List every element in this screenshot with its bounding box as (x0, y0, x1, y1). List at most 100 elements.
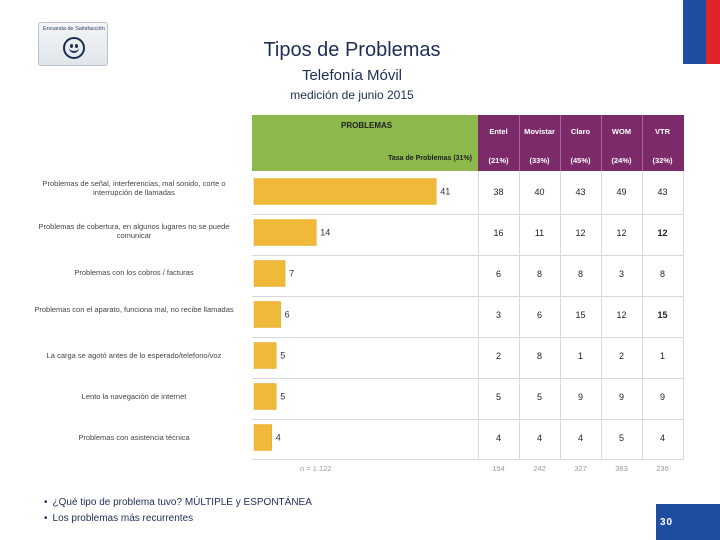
value-cell-movistar-5: 5 (536, 392, 542, 402)
value-cell-wom-2: 3 (618, 269, 624, 279)
column-divider (560, 171, 561, 459)
company-name-entel: Entel (489, 127, 508, 136)
value-cell-entel-4: 2 (495, 351, 501, 361)
note-item: • Los problemas más recurrentes (44, 513, 194, 524)
company-rate-vtr: (32%) (652, 156, 673, 165)
sample-size-vtr: 236 (656, 464, 669, 473)
value-cell-wom-1: 12 (616, 228, 627, 238)
category-label-billing: Problemas con los cobros / facturas (74, 268, 194, 277)
company-name-claro: Claro (570, 127, 591, 136)
chart-header-green: PROBLEMAS Tasa de Problemas (31%) (252, 115, 478, 171)
value-cell-wom-5: 9 (618, 392, 624, 402)
value-cell-claro-4: 1 (577, 351, 583, 361)
category-label-coverage: Problemas de cobertura, en algunos lugar… (38, 222, 230, 240)
value-cell-wom-3: 12 (616, 310, 627, 320)
row-divider (252, 296, 684, 297)
value-cell-claro-3: 15 (575, 310, 586, 320)
page-number: 30 (660, 517, 674, 528)
value-cell-vtr-0: 43 (657, 187, 668, 197)
value-cell-vtr-1: 12 (657, 228, 668, 238)
value-cell-claro-5: 9 (577, 392, 583, 402)
page-caption: medición de junio 2015 (290, 88, 414, 102)
flag-red-stripe (706, 0, 720, 64)
bar-chart: 41 14 7 6 5 5 4 (253, 178, 450, 451)
bar-0 (253, 178, 437, 205)
value-cell-vtr-2: 8 (659, 269, 665, 279)
value-cell-vtr-5: 9 (659, 392, 665, 402)
notes-list: • ¿Qué tipo de problema tuvo? MÚLTIPLE y … (44, 495, 312, 527)
survey-logo: Encuesta de Satisfacción (38, 22, 108, 66)
category-label-signal: Problemas de señal, interferencias, mal … (42, 179, 226, 197)
value-cell-entel-1: 16 (493, 228, 504, 238)
column-divider (642, 171, 643, 459)
bar-value-label-0: 41 (440, 187, 450, 197)
company-name-movistar: Movistar (524, 127, 555, 136)
problems-header: PROBLEMAS (341, 121, 393, 130)
bar-value-label-3: 6 (285, 310, 290, 320)
value-cell-claro-1: 12 (575, 228, 586, 238)
bar-5 (253, 383, 277, 410)
bar-value-label-1: 14 (320, 228, 330, 238)
category-label-internet: Lento la navegación de internet (81, 392, 187, 401)
bar-value-label-2: 7 (289, 269, 294, 279)
value-cell-vtr-6: 4 (659, 433, 665, 443)
value-cell-entel-2: 6 (495, 269, 501, 279)
bar-6 (253, 424, 273, 451)
note-summary: Los problemas más recurrentes (52, 513, 194, 524)
row-divider (252, 419, 684, 420)
column-divider (519, 171, 520, 459)
bar-value-label-5: 5 (280, 392, 285, 402)
value-cell-movistar-6: 4 (536, 433, 542, 443)
column-divider (683, 171, 684, 459)
smiley-icon (63, 37, 85, 59)
sample-size-movistar: 242 (533, 464, 546, 473)
bar-3 (253, 301, 281, 328)
value-cell-movistar-3: 6 (536, 310, 542, 320)
flag-blue-stripe (683, 0, 706, 64)
column-divider (478, 171, 479, 459)
value-cell-movistar-1: 11 (534, 228, 545, 238)
value-cell-entel-0: 38 (493, 187, 504, 197)
value-cell-wom-0: 49 (616, 187, 627, 197)
company-rate-claro: (45%) (570, 156, 591, 165)
bar-value-label-4: 5 (280, 351, 285, 361)
chart-header-companies: Entel Movistar Claro WOM VTR (21%) (33%)… (478, 115, 684, 171)
value-cell-entel-6: 4 (495, 433, 501, 443)
page-title: Tipos de Problemas (263, 39, 441, 61)
page-subtitle: Telefonía Móvil (301, 67, 403, 84)
row-divider (252, 337, 684, 338)
logo-text: Encuesta de Satisfacción (43, 26, 105, 32)
company-rate-entel: (21%) (488, 156, 509, 165)
chart-panel (252, 115, 684, 463)
row-divider (252, 255, 684, 256)
value-cell-entel-5: 5 (495, 392, 501, 402)
category-label-support: Problemas con asistencia técnica (78, 433, 190, 442)
note-question: ¿Qué tipo de problema tuvo? MÚLTIPLE y E… (52, 497, 312, 508)
value-cell-claro-2: 8 (577, 269, 583, 279)
problem-rate-label: Tasa de Problemas (31%) (388, 155, 472, 162)
value-cell-movistar-2: 8 (536, 269, 542, 279)
value-cell-wom-4: 2 (618, 351, 624, 361)
note-item: • ¿Qué tipo de problema tuvo? MÚLTIPLE y … (44, 497, 312, 508)
page-number-box: 30 (656, 504, 720, 540)
bar-1 (253, 219, 317, 246)
company-rate-movistar: (33%) (529, 156, 550, 165)
row-divider (252, 378, 684, 379)
column-divider (601, 171, 602, 459)
company-rate-wom: (24%) (611, 156, 632, 165)
bar-value-label-6: 4 (276, 433, 281, 443)
company-name-vtr: VTR (655, 127, 670, 136)
row-divider (252, 459, 684, 460)
sample-size-wom: 363 (615, 464, 628, 473)
value-cell-claro-6: 4 (577, 433, 583, 443)
value-cell-movistar-0: 40 (534, 187, 545, 197)
value-cell-entel-3: 3 (495, 310, 501, 320)
row-divider (252, 214, 684, 215)
category-label-battery: La carga se agotó antes de lo esperado/t… (46, 351, 222, 360)
sample-size-claro: 327 (574, 464, 587, 473)
value-cell-vtr-3: 15 (657, 310, 668, 320)
value-cell-claro-0: 43 (575, 187, 586, 197)
value-cell-movistar-4: 8 (536, 351, 542, 361)
bar-4 (253, 342, 277, 369)
company-name-wom: WOM (611, 127, 632, 136)
